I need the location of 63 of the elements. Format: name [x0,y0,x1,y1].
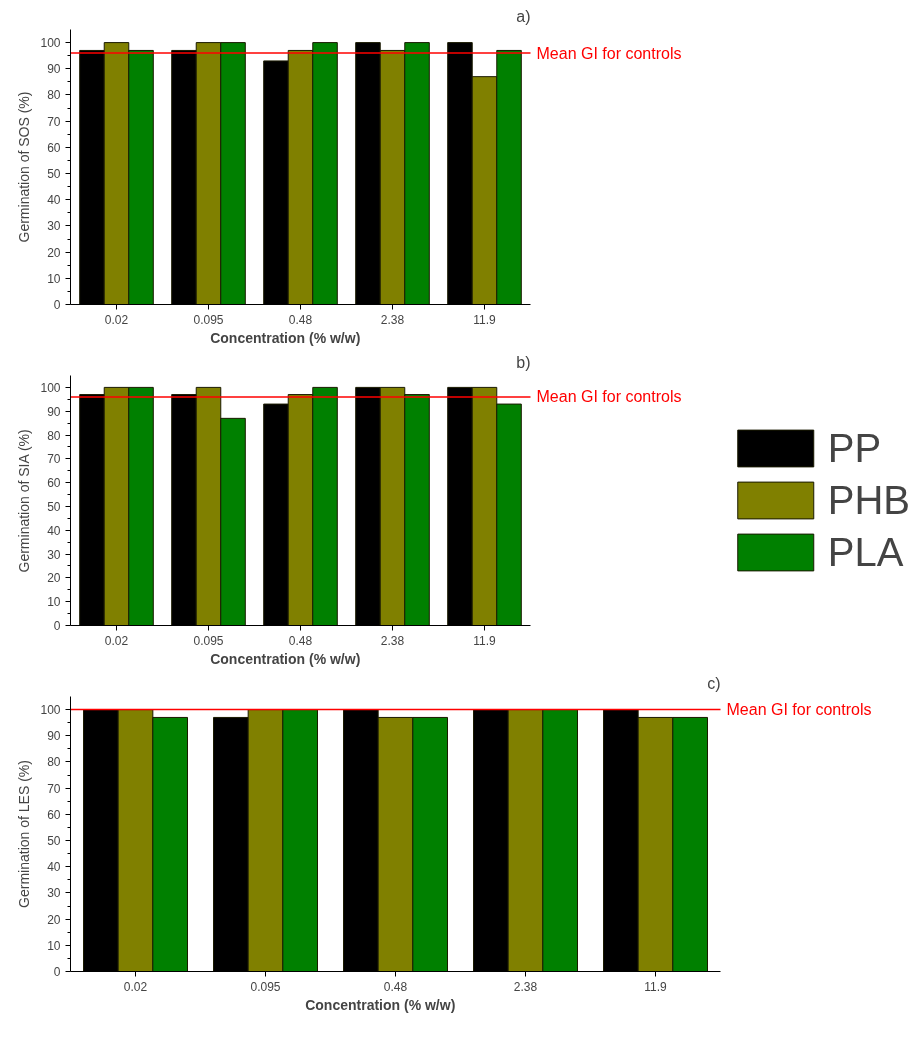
x-tick-label: 0.095 [193,312,224,327]
y-tick-label: 70 [47,781,61,796]
x-tick-label: 0.02 [104,633,129,648]
y-tick-label: 40 [47,523,61,538]
y-tick-label: 60 [47,807,61,822]
y-tick-label: 100 [40,703,61,718]
y-tick-label: 60 [47,476,61,491]
legend-label: PLA [827,529,904,575]
y-tick-label: 80 [47,88,61,103]
y-tick-label: 50 [47,834,61,849]
y-tick-label: 90 [47,62,61,77]
y-tick-label: 60 [47,140,61,155]
y-tick-label: 20 [47,245,61,260]
y-tick-label: 0 [53,298,61,312]
y-tick-label: 10 [47,595,61,610]
y-tick-label: 10 [47,938,61,953]
x-tick-label: 0.095 [250,979,281,994]
x-tick-label: 0.48 [383,979,408,994]
x-tick-label: 0.48 [288,633,313,648]
y-tick-label: 70 [47,114,61,129]
x-tick-label: 2.38 [380,312,405,327]
x-tick-label: 0.02 [123,979,148,994]
ref-line-label: Mean GI for controls [536,44,682,62]
x-tick-label: 0.48 [288,312,313,327]
y-tick-label: 0 [53,619,61,633]
y-tick-label: 100 [40,380,61,395]
y-axis-title: Germination of LES (%) [16,760,33,908]
legend-label: PP [827,425,882,471]
y-tick-label: 40 [47,193,61,208]
y-tick-label: 90 [47,729,61,744]
chart-title: b) [516,353,531,371]
x-tick-label: 11.9 [644,979,668,994]
y-tick-label: 30 [47,547,61,562]
chart-title: c) [707,674,721,692]
y-tick-label: 50 [47,167,61,182]
y-tick-label: 80 [47,755,61,770]
x-axis-title: Concentration (% w/w) [305,996,456,1013]
ref-line-label: Mean GI for controls [536,388,682,406]
y-tick-label: 100 [40,36,61,51]
x-tick-label: 11.9 [473,312,497,327]
y-tick-label: 0 [53,965,61,979]
y-tick-label: 10 [47,271,61,286]
y-tick-label: 30 [47,219,61,234]
x-axis-title: Concentration (% w/w) [210,650,361,667]
legend-label: PHB [827,477,910,523]
y-tick-label: 90 [47,404,61,419]
y-axis-title: Germination of SIA (%) [16,429,33,573]
x-tick-label: 0.095 [193,633,224,648]
y-tick-label: 20 [47,912,61,927]
x-tick-label: 2.38 [380,633,405,648]
x-axis-title: Concentration (% w/w) [210,329,361,346]
chart-title: a) [516,7,531,25]
y-tick-label: 80 [47,428,61,443]
y-axis-title: Germination of SOS (%) [16,91,33,243]
y-tick-label: 50 [47,499,61,514]
ref-line-label: Mean GI for controls [726,701,872,719]
y-tick-label: 20 [47,571,61,586]
y-tick-label: 70 [47,452,61,467]
x-tick-label: 2.38 [513,979,538,994]
y-tick-label: 30 [47,886,61,901]
x-tick-label: 11.9 [473,633,497,648]
x-tick-label: 0.02 [104,312,129,327]
y-tick-label: 40 [47,860,61,875]
